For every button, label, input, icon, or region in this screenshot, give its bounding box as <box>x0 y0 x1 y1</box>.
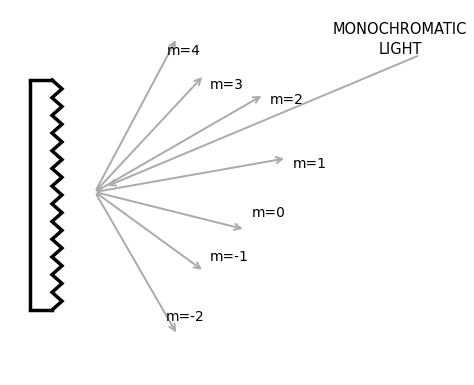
Text: m=-1: m=-1 <box>210 250 249 264</box>
Text: m=1: m=1 <box>293 157 327 171</box>
Text: LIGHT: LIGHT <box>378 42 422 57</box>
Text: m=3: m=3 <box>210 78 244 92</box>
Text: m=2: m=2 <box>270 94 304 107</box>
Text: m=0: m=0 <box>251 206 285 221</box>
Text: m=-2: m=-2 <box>165 310 204 324</box>
Text: m=4: m=4 <box>167 45 201 59</box>
Text: MONOCHROMATIC: MONOCHROMATIC <box>333 22 467 37</box>
